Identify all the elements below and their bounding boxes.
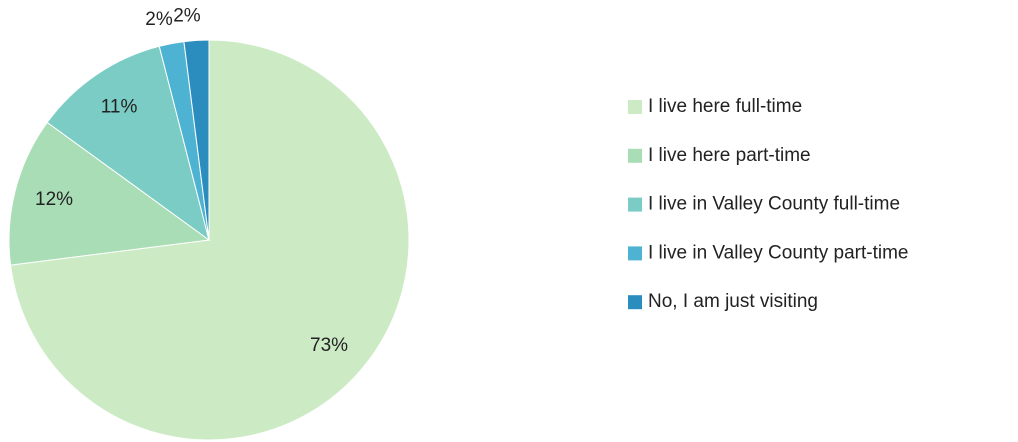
legend-swatch <box>628 295 642 310</box>
legend-swatch <box>628 246 642 261</box>
legend-label: No, I am just visiting <box>648 291 818 312</box>
slice-label: 2% <box>173 5 201 26</box>
legend-label: I live here full-time <box>648 96 802 117</box>
legend-label: I live in Valley County full-time <box>648 194 900 215</box>
slice-label: 11% <box>101 97 138 118</box>
pie-slice <box>183 39 210 241</box>
legend-swatch <box>628 197 642 212</box>
pie-slice <box>46 45 210 242</box>
legend-swatch <box>628 148 642 163</box>
slice-label: 12% <box>35 189 73 210</box>
slice-label: 2% <box>145 9 173 30</box>
legend-label: I live in Valley County part-time <box>648 242 908 263</box>
pie-slice <box>8 121 211 266</box>
legend-swatch <box>628 100 642 114</box>
legend-label: I live here part-time <box>648 145 811 166</box>
slice-label: 73% <box>310 335 348 356</box>
